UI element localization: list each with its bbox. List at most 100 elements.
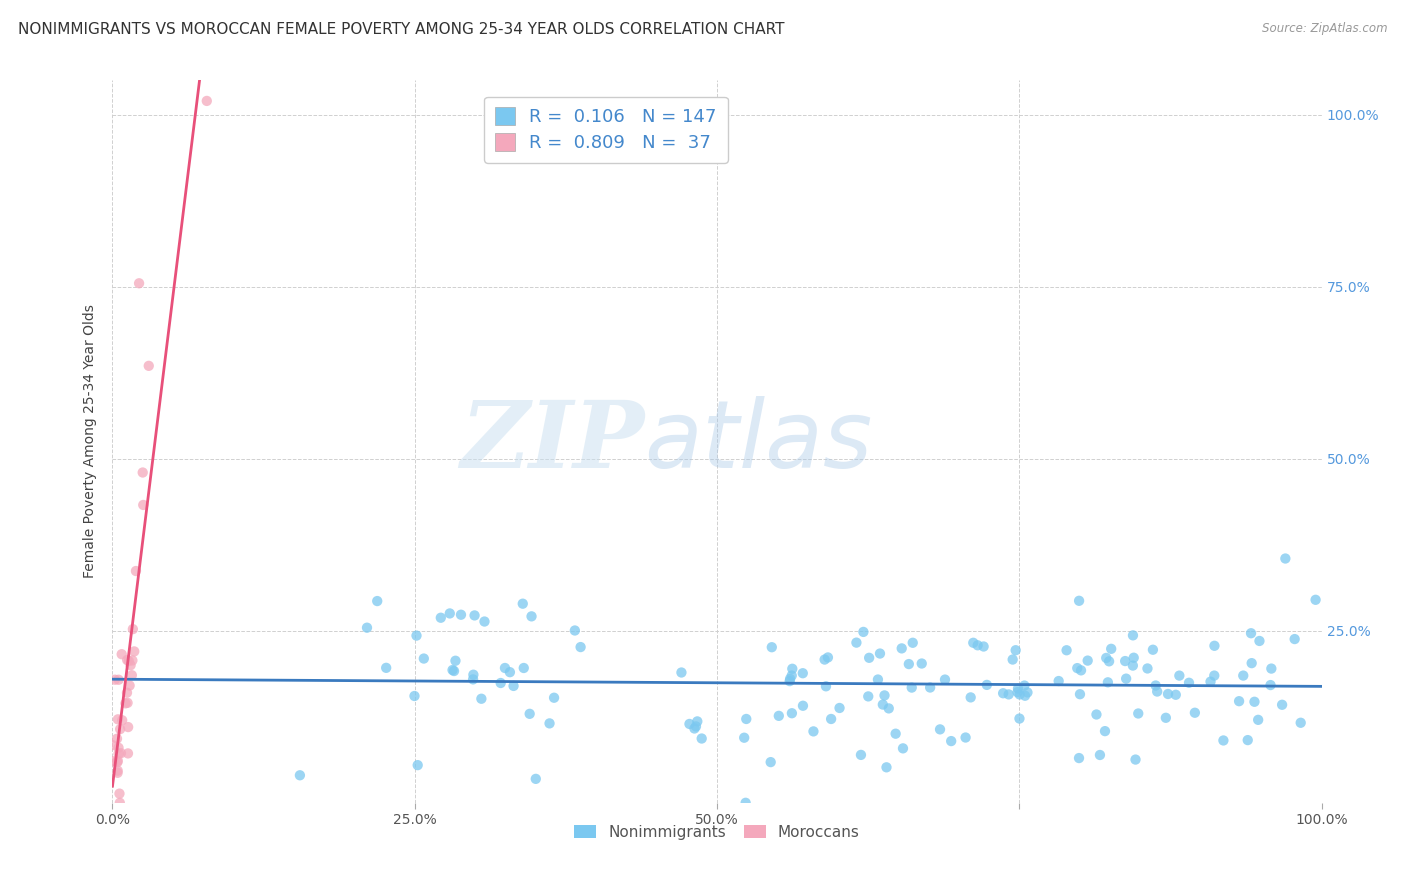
Point — [502, 679, 524, 693]
Point — [356, 621, 378, 635]
Point — [1199, 674, 1222, 689]
Point — [108, 787, 131, 801]
Point — [564, 624, 586, 638]
Point — [858, 690, 880, 704]
Point — [1069, 687, 1091, 701]
Point — [884, 727, 907, 741]
Point — [107, 764, 129, 778]
Point — [412, 651, 434, 665]
Point — [107, 712, 129, 726]
Point — [966, 638, 988, 652]
Point — [520, 609, 543, 624]
Point — [685, 719, 707, 733]
Point — [671, 665, 693, 680]
Point — [1008, 712, 1031, 726]
Point — [519, 706, 541, 721]
Point — [849, 747, 872, 762]
Point — [115, 686, 138, 700]
Point — [463, 667, 485, 681]
Point — [678, 717, 700, 731]
Point — [1305, 592, 1327, 607]
Point — [1122, 650, 1144, 665]
Point — [1271, 698, 1294, 712]
Point — [1142, 642, 1164, 657]
Point — [1184, 706, 1206, 720]
Point — [101, 738, 124, 752]
Point — [866, 673, 889, 687]
Point — [779, 672, 801, 686]
Point — [959, 690, 981, 705]
Point — [443, 664, 465, 678]
Point — [107, 673, 129, 687]
Point — [869, 647, 891, 661]
Point — [406, 758, 429, 772]
Point — [1157, 687, 1180, 701]
Point — [1014, 679, 1036, 693]
Point — [876, 760, 898, 774]
Point — [1085, 707, 1108, 722]
Point — [1004, 643, 1026, 657]
Point — [494, 661, 516, 675]
Point — [108, 722, 131, 736]
Point — [768, 709, 790, 723]
Point — [1007, 681, 1029, 696]
Point — [195, 94, 218, 108]
Point — [111, 647, 134, 661]
Point — [873, 689, 896, 703]
Point — [734, 796, 756, 810]
Point — [920, 681, 942, 695]
Point — [901, 636, 924, 650]
Point — [934, 673, 956, 687]
Point — [512, 597, 534, 611]
Point — [929, 723, 952, 737]
Point — [107, 754, 129, 768]
Point — [828, 701, 851, 715]
Point — [107, 765, 129, 780]
Point — [852, 624, 875, 639]
Point — [1056, 643, 1078, 657]
Point — [761, 640, 783, 655]
Legend: Nonimmigrants, Moroccans: Nonimmigrants, Moroccans — [568, 819, 866, 846]
Point — [569, 640, 592, 654]
Point — [1243, 695, 1265, 709]
Point — [105, 756, 128, 770]
Point — [1136, 661, 1159, 675]
Point — [470, 691, 492, 706]
Point — [814, 679, 837, 693]
Point — [117, 747, 139, 761]
Point — [817, 650, 839, 665]
Point — [1227, 694, 1250, 708]
Point — [439, 607, 461, 621]
Point — [683, 722, 706, 736]
Point — [845, 635, 868, 649]
Point — [820, 712, 842, 726]
Point — [955, 731, 977, 745]
Point — [858, 650, 880, 665]
Point — [122, 644, 145, 658]
Text: NONIMMIGRANTS VS MOROCCAN FEMALE POVERTY AMONG 25-34 YEAR OLDS CORRELATION CHART: NONIMMIGRANTS VS MOROCCAN FEMALE POVERTY… — [18, 22, 785, 37]
Point — [114, 697, 136, 711]
Point — [976, 678, 998, 692]
Point — [1122, 658, 1144, 673]
Point — [132, 498, 155, 512]
Point — [735, 712, 758, 726]
Point — [890, 641, 912, 656]
Point — [1077, 654, 1099, 668]
Point — [538, 716, 561, 731]
Point — [1154, 711, 1177, 725]
Point — [108, 796, 131, 810]
Point — [1099, 641, 1122, 656]
Point — [1014, 689, 1036, 703]
Point — [524, 772, 547, 786]
Point — [686, 714, 709, 729]
Point — [1094, 724, 1116, 739]
Point — [1095, 651, 1118, 665]
Point — [366, 594, 388, 608]
Point — [404, 689, 426, 703]
Point — [121, 622, 143, 636]
Point — [125, 564, 148, 578]
Point — [117, 720, 139, 734]
Point — [138, 359, 160, 373]
Point — [814, 652, 837, 666]
Point — [1212, 733, 1234, 747]
